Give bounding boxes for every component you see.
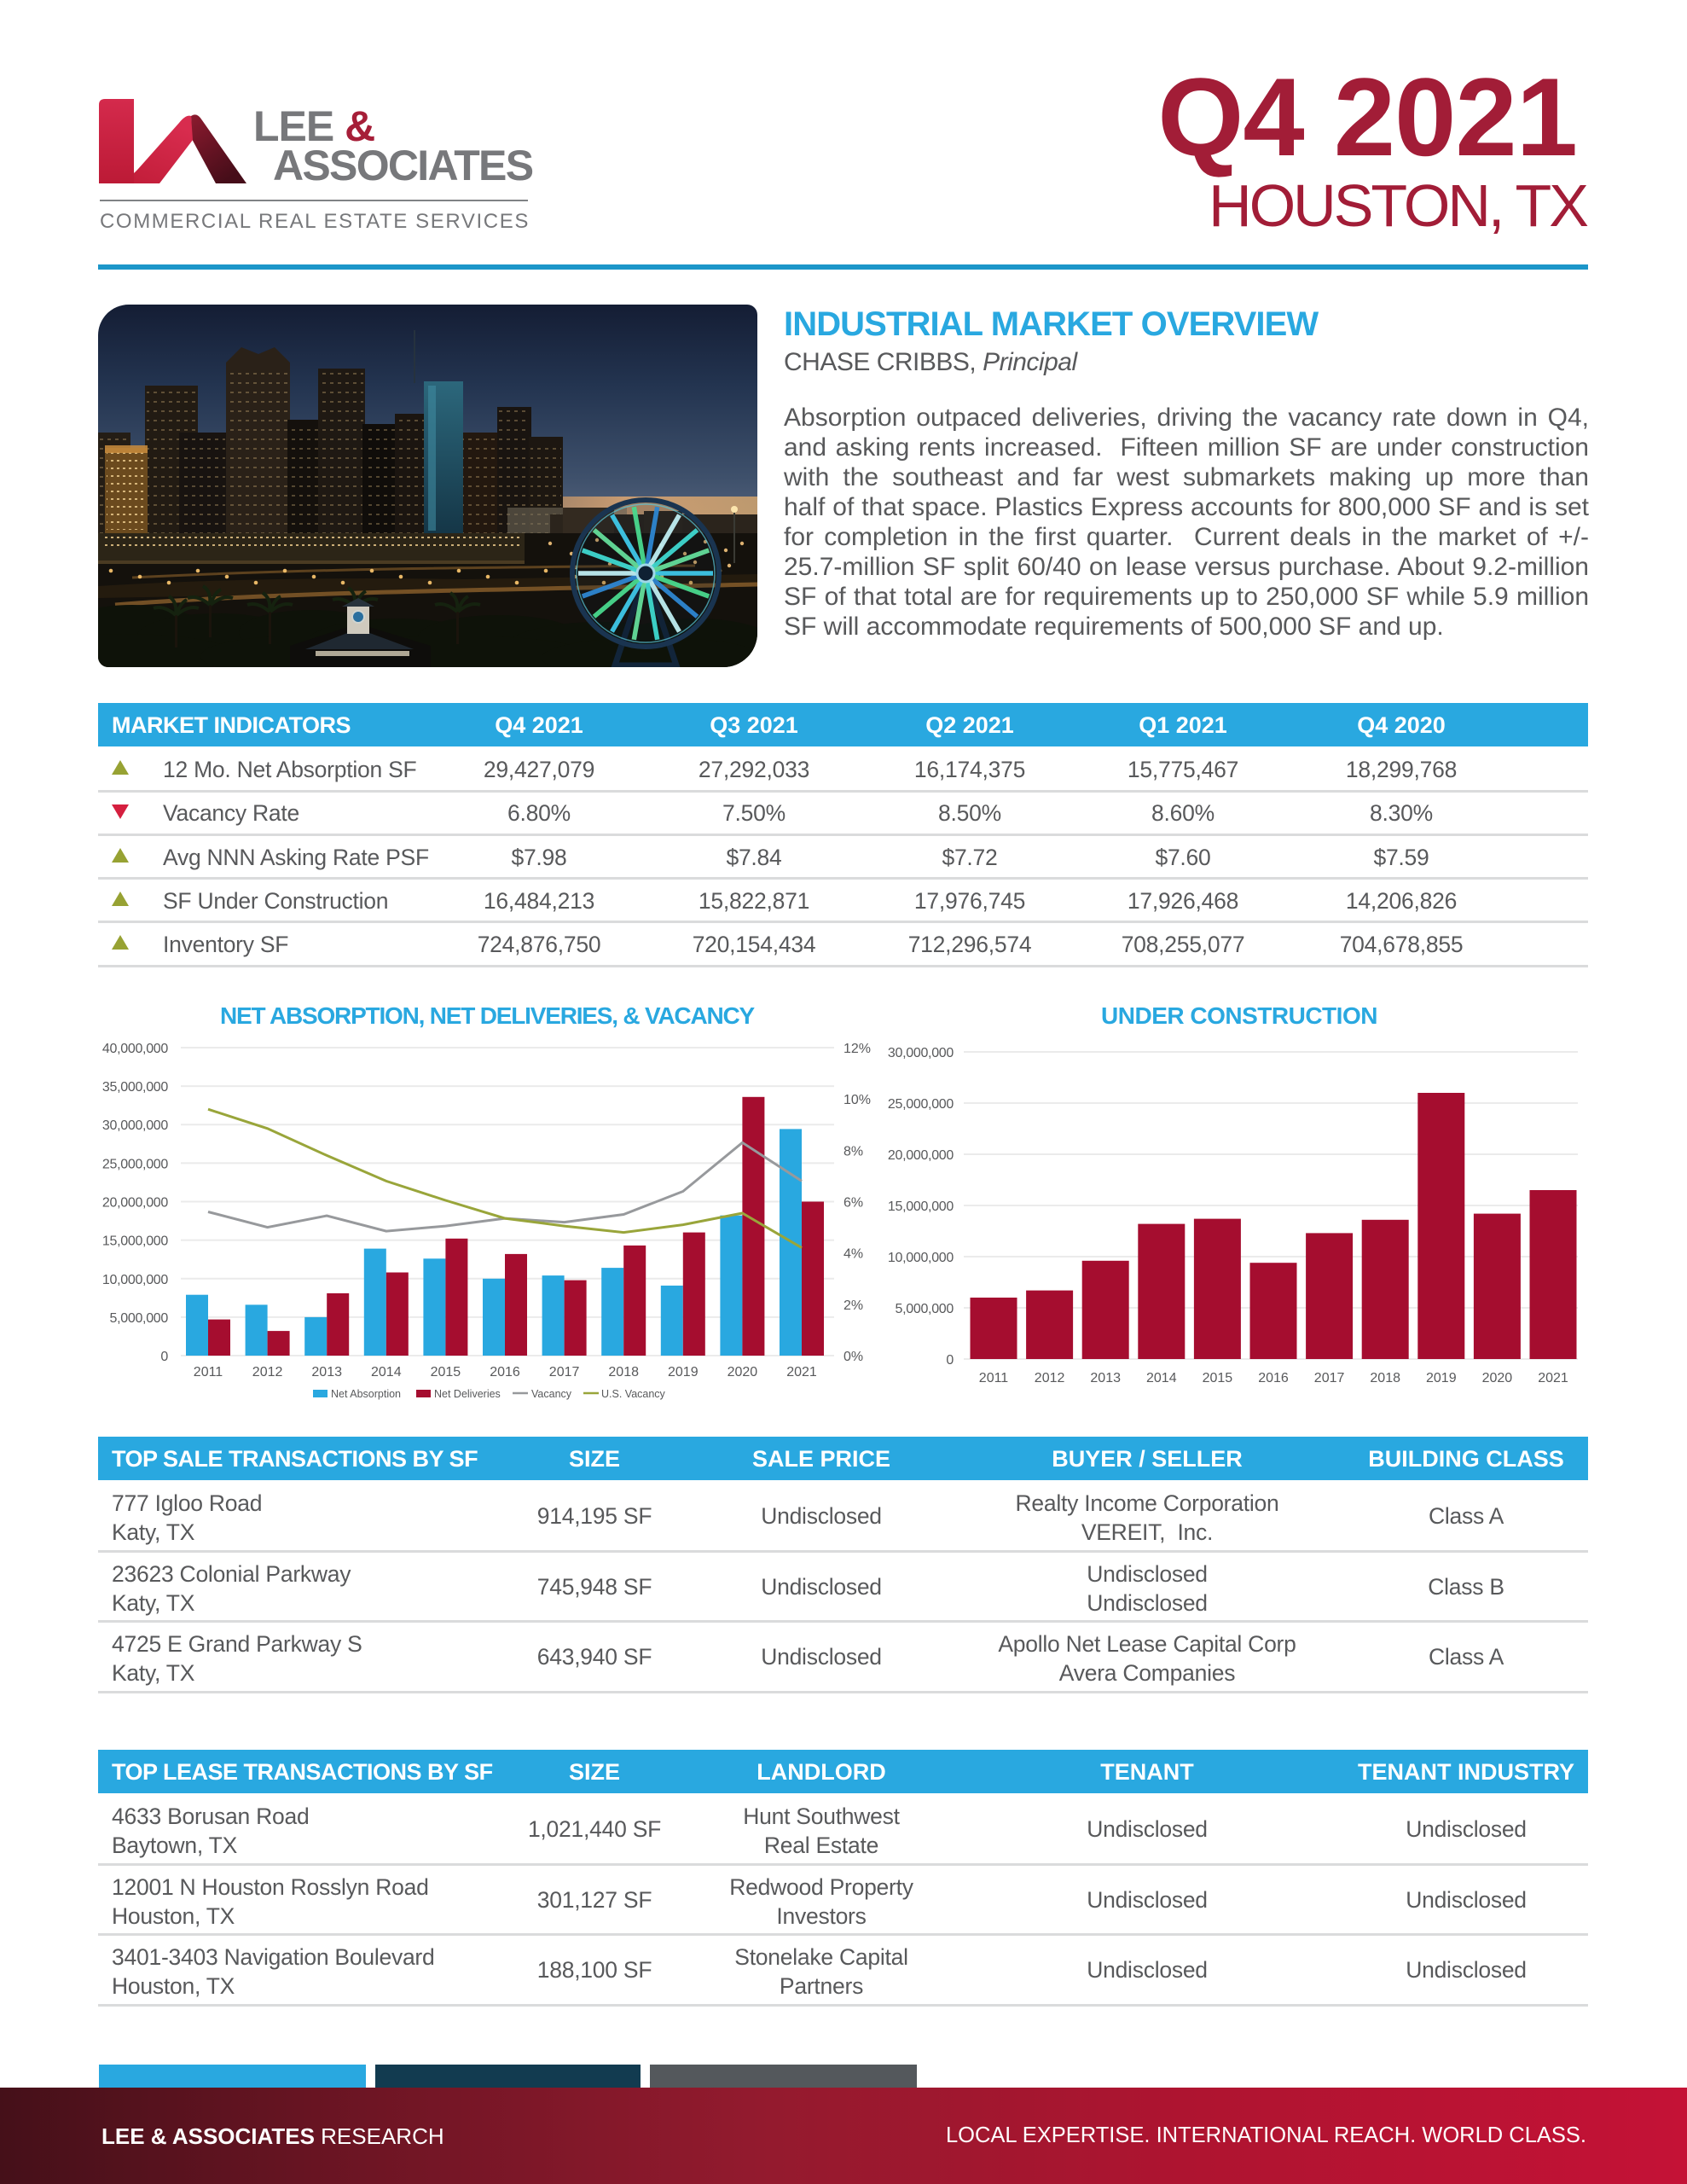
svg-text:20,000,000: 20,000,000 [102,1196,168,1211]
svg-text:35,000,000: 35,000,000 [102,1080,168,1095]
svg-text:2017: 2017 [549,1365,580,1380]
svg-text:6%: 6% [844,1196,863,1211]
svg-text:2021: 2021 [786,1365,817,1380]
svg-text:0: 0 [160,1350,168,1364]
svg-text:5,000,000: 5,000,000 [896,1302,954,1316]
svg-text:15,000,000: 15,000,000 [102,1234,168,1249]
svg-text:2011: 2011 [979,1371,1009,1385]
svg-text:0: 0 [946,1353,954,1368]
svg-text:10%: 10% [844,1093,871,1107]
svg-text:2017: 2017 [1314,1371,1345,1385]
svg-text:2021: 2021 [1538,1371,1568,1385]
svg-text:2019: 2019 [1426,1371,1457,1385]
svg-text:25,000,000: 25,000,000 [888,1097,954,1112]
svg-text:25,000,000: 25,000,000 [102,1157,168,1171]
svg-text:2014: 2014 [1146,1371,1177,1385]
svg-text:2012: 2012 [252,1365,283,1380]
svg-text:2012: 2012 [1035,1371,1065,1385]
svg-text:Net Deliveries: Net Deliveries [434,1388,501,1400]
svg-text:2018: 2018 [608,1365,639,1380]
svg-text:2013: 2013 [311,1365,342,1380]
svg-text:20,000,000: 20,000,000 [888,1148,954,1163]
svg-text:0%: 0% [844,1350,863,1364]
svg-text:2014: 2014 [371,1365,402,1380]
svg-text:2020: 2020 [1482,1371,1513,1385]
svg-text:30,000,000: 30,000,000 [102,1118,168,1133]
svg-text:2016: 2016 [1258,1371,1289,1385]
svg-text:Vacancy: Vacancy [531,1388,572,1400]
svg-text:10,000,000: 10,000,000 [102,1273,168,1287]
svg-text:8%: 8% [844,1144,863,1159]
svg-text:40,000,000: 40,000,000 [102,1042,168,1056]
svg-text:12%: 12% [844,1042,871,1056]
svg-text:2019: 2019 [668,1365,699,1380]
svg-text:2020: 2020 [728,1365,758,1380]
svg-text:2013: 2013 [1090,1371,1121,1385]
svg-text:30,000,000: 30,000,000 [888,1046,954,1060]
svg-text:2015: 2015 [1203,1371,1233,1385]
svg-text:15,000,000: 15,000,000 [888,1199,954,1214]
svg-text:2%: 2% [844,1298,863,1313]
svg-text:2015: 2015 [431,1365,461,1380]
svg-text:4%: 4% [844,1247,863,1262]
svg-text:Net Absorption: Net Absorption [331,1388,401,1400]
svg-text:U.S. Vacancy: U.S. Vacancy [601,1388,666,1400]
svg-text:2016: 2016 [490,1365,520,1380]
svg-text:2011: 2011 [194,1365,223,1380]
svg-text:2018: 2018 [1370,1371,1400,1385]
svg-text:5,000,000: 5,000,000 [110,1311,169,1326]
svg-text:10,000,000: 10,000,000 [888,1251,954,1265]
